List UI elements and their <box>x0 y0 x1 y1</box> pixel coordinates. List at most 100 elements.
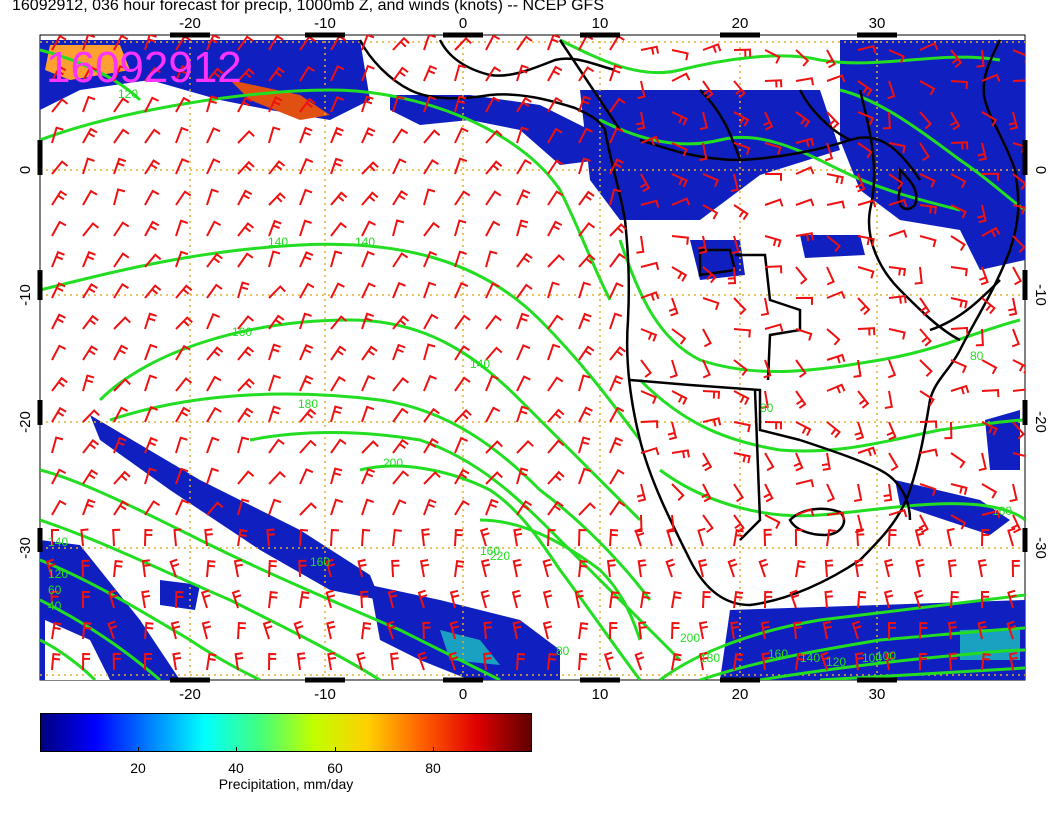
wind-barb-icon <box>857 297 871 316</box>
wind-barb-icon <box>423 471 441 485</box>
contour-label: 140 <box>470 357 490 371</box>
wind-barb-icon <box>485 160 503 175</box>
wind-barb-icon <box>175 406 191 423</box>
wind-barb-icon <box>81 591 90 609</box>
date-stamp: 16092912 <box>46 43 242 92</box>
wind-barb-icon <box>454 157 468 175</box>
wind-barb-icon <box>547 314 564 330</box>
wind-barb-icon <box>609 374 624 392</box>
wind-barb-icon <box>330 157 344 175</box>
wind-barb-icon <box>640 390 658 405</box>
wind-barb-icon <box>666 527 675 547</box>
wind-barb-icon <box>820 651 831 671</box>
wind-barb-icon <box>516 405 529 423</box>
contour-label: 200 <box>383 456 403 470</box>
precip-blob-icon <box>895 480 1010 535</box>
contour-labels: 120 140 140 160 140 180 160 140 120 200 160 80 60 220… <box>48 87 1012 669</box>
wind-barb-icon <box>361 161 379 175</box>
wind-barb-icon <box>361 35 375 51</box>
lon-label-top: 10 <box>592 15 609 32</box>
wind-barb-icon <box>448 651 459 671</box>
precip-blob-icon <box>45 620 110 680</box>
wind-barb-icon <box>636 235 645 254</box>
wind-barb-icon <box>634 651 645 671</box>
wind-barb-icon <box>423 35 437 51</box>
wind-barb-icon <box>107 620 118 640</box>
wind-barb-icon <box>144 500 161 516</box>
wind-barb-icon <box>981 528 990 547</box>
wind-barb-icon <box>603 651 614 671</box>
wind-barb-icon <box>485 282 500 299</box>
wind-barb-icon <box>1008 652 1018 671</box>
wind-barb-icon <box>981 297 996 315</box>
wind-barb-icon <box>175 467 189 485</box>
wind-barb-icon <box>330 345 347 361</box>
wind-barb-icon <box>423 498 437 516</box>
wind-barb-icon <box>795 653 806 671</box>
wind-barb-icon <box>857 266 875 279</box>
wind-barb-icon <box>981 483 998 499</box>
height-contours <box>40 38 1025 680</box>
wind-barb-icon <box>361 467 376 485</box>
wind-barb-icon <box>950 49 963 68</box>
wind-barb-icon <box>516 439 534 454</box>
wind-barb-icon <box>764 198 784 207</box>
contour-label: 100 <box>862 651 882 665</box>
wind-barb-icon <box>702 43 722 53</box>
wind-barb-icon <box>51 313 66 330</box>
wind-barb-icon <box>237 407 254 423</box>
wind-barb-icon <box>919 448 939 457</box>
wind-barb-icon <box>1011 559 1020 578</box>
contour-label: 140 <box>800 651 820 665</box>
wind-barb-icon <box>206 375 222 392</box>
wind-barb-icon <box>51 250 65 268</box>
wind-barb-icon <box>578 502 596 516</box>
wind-barb-icon <box>578 157 591 175</box>
wind-barb-icon <box>423 64 438 82</box>
wind-barb-icon <box>483 621 493 640</box>
wind-barb-icon <box>144 436 158 454</box>
wind-barb-icon <box>609 158 624 175</box>
wind-barb-icon <box>266 528 275 547</box>
wind-barb-icon <box>733 452 751 464</box>
wind-barb-icon <box>82 622 92 640</box>
wind-barb-icon <box>919 42 939 51</box>
wind-barb-icon <box>423 95 437 113</box>
wind-barb-icon <box>170 620 181 640</box>
wind-barb-icon <box>698 621 708 640</box>
wind-barb-icon <box>141 590 151 609</box>
wind-barb-icon <box>454 468 470 485</box>
wind-barb-icon <box>547 528 556 547</box>
wind-barb-icon <box>113 252 130 268</box>
wind-barb-icon <box>977 620 987 640</box>
wind-barb-icon <box>141 559 151 578</box>
wind-barb-icon <box>485 346 503 361</box>
wind-barb-icon <box>547 500 564 516</box>
wind-barb-icon <box>81 559 90 578</box>
wind-barb-icon <box>1009 483 1018 503</box>
wind-barb-icon <box>950 173 967 189</box>
wind-barb-icon <box>950 80 969 90</box>
wind-barb-icon <box>857 590 867 609</box>
wind-barb-icon <box>919 297 931 317</box>
wind-barb-icon <box>299 591 310 609</box>
colorbar-tick-label: 40 <box>228 760 244 776</box>
wind-barb-icon <box>975 328 984 347</box>
wind-barb-icon <box>51 376 68 392</box>
wind-barb-icon <box>206 653 217 671</box>
wind-barb-icon <box>795 328 813 341</box>
wind-barb-icon <box>977 559 987 578</box>
wind-barb-icon <box>826 290 846 299</box>
contour-label: 160 <box>992 504 1012 518</box>
wind-barb-icon <box>237 222 255 237</box>
wind-barb-icon <box>423 250 437 268</box>
wind-barb-icon <box>547 220 563 237</box>
wind-barb-icon <box>826 421 841 439</box>
wind-barb-icon <box>206 283 223 299</box>
wind-barb-icon <box>144 128 161 144</box>
wind-barb-icon <box>702 514 714 533</box>
wind-barb-icon <box>511 589 522 609</box>
wind-barb-icon <box>857 199 877 208</box>
lat-label-left: -30 <box>17 537 34 559</box>
wind-barb-icon <box>237 96 253 113</box>
